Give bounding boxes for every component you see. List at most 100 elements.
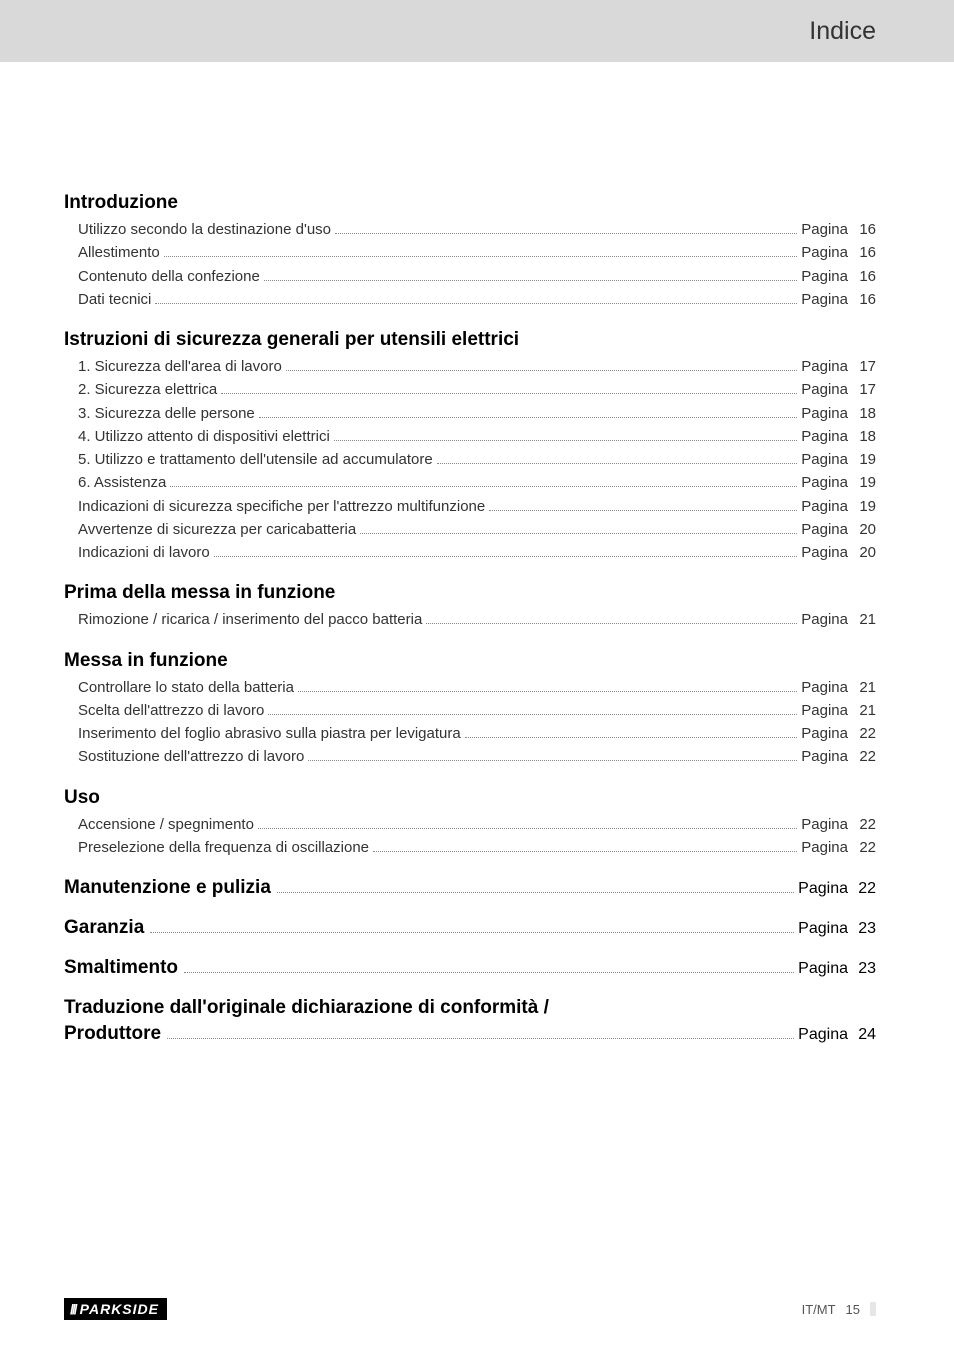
toc-section: Prima della messa in funzioneRimozione /… bbox=[64, 582, 876, 631]
toc-page-number: 21 bbox=[854, 608, 876, 631]
toc-page-number: 19 bbox=[854, 495, 876, 518]
toc-dots bbox=[167, 1038, 794, 1039]
toc-page-number: 22 bbox=[854, 813, 876, 836]
toc-section-title: Messa in funzione bbox=[64, 650, 876, 672]
toc-row: Contenuto della confezionePagina16 bbox=[64, 265, 876, 288]
toc-page-number: 19 bbox=[854, 471, 876, 494]
toc-page-number: 22 bbox=[854, 745, 876, 768]
toc-page-number: 16 bbox=[854, 265, 876, 288]
toc-page-number: 22 bbox=[854, 836, 876, 859]
toc-page-word: Pagina bbox=[801, 722, 854, 745]
toc-row: 1. Sicurezza dell'area di lavoroPagina17 bbox=[64, 355, 876, 378]
toc-dots bbox=[465, 737, 798, 738]
toc-row: Dati tecniciPagina16 bbox=[64, 288, 876, 311]
toc-section-title: Traduzione dall'originale dichiarazione … bbox=[64, 997, 876, 1019]
toc-page-word: Pagina bbox=[798, 880, 854, 898]
toc-section-title: Garanzia bbox=[64, 917, 144, 939]
toc-entry-label: Allestimento bbox=[78, 241, 160, 264]
toc-row: 6. AssistenzaPagina19 bbox=[64, 471, 876, 494]
toc-entry-label: Utilizzo secondo la destinazione d'uso bbox=[78, 218, 331, 241]
toc-section-title: Produttore bbox=[64, 1023, 161, 1045]
footer-lang: IT/MT bbox=[802, 1302, 836, 1317]
toc-page-word: Pagina bbox=[801, 402, 854, 425]
toc-entry-label: Dati tecnici bbox=[78, 288, 151, 311]
toc-dots bbox=[373, 851, 797, 852]
toc-row: Indicazioni di lavoroPagina20 bbox=[64, 541, 876, 564]
toc-section-title: Introduzione bbox=[64, 192, 876, 214]
toc-row: 4. Utilizzo attento di dispositivi elett… bbox=[64, 425, 876, 448]
toc-page-number: 23 bbox=[854, 920, 876, 938]
toc-page-word: Pagina bbox=[801, 265, 854, 288]
toc-dots bbox=[360, 533, 797, 534]
toc-entry-label: 2. Sicurezza elettrica bbox=[78, 378, 217, 401]
toc-page-word: Pagina bbox=[801, 448, 854, 471]
toc-page-word: Pagina bbox=[801, 355, 854, 378]
toc-page-word: Pagina bbox=[801, 676, 854, 699]
toc-row: 3. Sicurezza delle personePagina18 bbox=[64, 402, 876, 425]
toc-dots bbox=[437, 463, 798, 464]
toc-page-word: Pagina bbox=[801, 813, 854, 836]
toc-dots bbox=[259, 417, 798, 418]
toc-dots bbox=[258, 828, 797, 829]
toc-page-word: Pagina bbox=[801, 608, 854, 631]
footer: ///PARKSIDE IT/MT 15 bbox=[0, 1298, 954, 1320]
toc-dots bbox=[335, 233, 797, 234]
toc-row: Accensione / spegnimento Pagina22 bbox=[64, 813, 876, 836]
toc-dots bbox=[164, 256, 798, 257]
toc-inline-section: Smaltimento Pagina23 bbox=[64, 957, 876, 979]
toc-page-number: 20 bbox=[854, 518, 876, 541]
toc-page-number: 18 bbox=[854, 402, 876, 425]
toc-dots bbox=[489, 510, 797, 511]
toc-final-section: Traduzione dall'originale dichiarazione … bbox=[64, 997, 876, 1045]
toc-page-word: Pagina bbox=[801, 471, 854, 494]
toc-entry-label: 4. Utilizzo attento di dispositivi elett… bbox=[78, 425, 330, 448]
toc-entry-label: Avvertenze di sicurezza per caricabatter… bbox=[78, 518, 356, 541]
footer-page-num: 15 bbox=[846, 1302, 860, 1317]
toc-page-number: 24 bbox=[854, 1026, 876, 1044]
toc-page-word: Pagina bbox=[801, 241, 854, 264]
toc-page-number: 21 bbox=[854, 699, 876, 722]
toc-section-title: Smaltimento bbox=[64, 957, 178, 979]
toc-page-number: 23 bbox=[854, 960, 876, 978]
toc-dots bbox=[308, 760, 797, 761]
toc-page-number: 19 bbox=[854, 448, 876, 471]
toc-page-number: 16 bbox=[854, 218, 876, 241]
toc-page-word: Pagina bbox=[801, 541, 854, 564]
toc-row: Controllare lo stato della batteriaPagin… bbox=[64, 676, 876, 699]
toc-row: Inserimento del foglio abrasivo sulla pi… bbox=[64, 722, 876, 745]
header-title: Indice bbox=[809, 17, 876, 46]
toc-page-number: 22 bbox=[854, 880, 876, 898]
toc-page-word: Pagina bbox=[798, 920, 854, 938]
toc-row: Indicazioni di sicurezza specifiche per … bbox=[64, 495, 876, 518]
toc-page-word: Pagina bbox=[801, 218, 854, 241]
toc-row: Scelta dell'attrezzo di lavoroPagina21 bbox=[64, 699, 876, 722]
toc-row: 2. Sicurezza elettrica Pagina17 bbox=[64, 378, 876, 401]
toc-section: UsoAccensione / spegnimentoPagina22Prese… bbox=[64, 787, 876, 860]
toc-entry-label: Indicazioni di lavoro bbox=[78, 541, 210, 564]
toc-entry-label: Scelta dell'attrezzo di lavoro bbox=[78, 699, 264, 722]
toc-dots bbox=[264, 280, 797, 281]
header-bar: Indice bbox=[0, 0, 954, 62]
toc-page-word: Pagina bbox=[801, 745, 854, 768]
toc-page-word: Pagina bbox=[798, 960, 854, 978]
toc-dots bbox=[214, 556, 798, 557]
toc-page-word: Pagina bbox=[801, 378, 854, 401]
toc-dots bbox=[286, 370, 797, 371]
toc-dots bbox=[150, 932, 794, 933]
toc-row: 5. Utilizzo e trattamento dell'utensile … bbox=[64, 448, 876, 471]
toc-entry-label: Indicazioni di sicurezza specifiche per … bbox=[78, 495, 485, 518]
toc-entry-label: Preselezione della frequenza di oscillaz… bbox=[78, 836, 369, 859]
toc-dots bbox=[268, 714, 797, 715]
toc-page-number: 22 bbox=[854, 722, 876, 745]
toc-row: Utilizzo secondo la destinazione d'uso Pa… bbox=[64, 218, 876, 241]
toc-page-number: 17 bbox=[854, 378, 876, 401]
page-number-box: IT/MT 15 bbox=[802, 1302, 876, 1317]
toc-dots bbox=[277, 892, 794, 893]
toc-entry-label: Rimozione / ricarica / inserimento del p… bbox=[78, 608, 422, 631]
toc-entry-label: Accensione / spegnimento bbox=[78, 813, 254, 836]
toc-section-title: Manutenzione e pulizia bbox=[64, 877, 271, 899]
toc-section: Introduzione Utilizzo secondo la destinaz… bbox=[64, 192, 876, 311]
toc-dots bbox=[184, 972, 794, 973]
toc-section: Istruzioni di sicurezza generali per ute… bbox=[64, 329, 876, 564]
toc-page-word: Pagina bbox=[801, 425, 854, 448]
